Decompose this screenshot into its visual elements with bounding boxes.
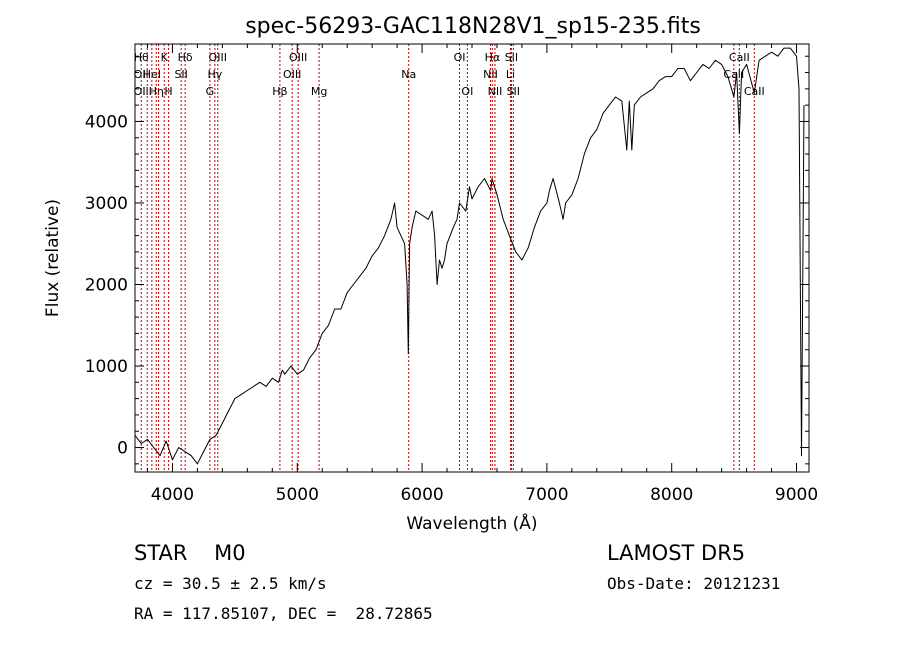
- line-label: OII: [134, 68, 149, 81]
- line-label: Hγ: [207, 68, 222, 81]
- spectrum-series: [134, 47, 805, 465]
- y-tick-label: 0: [117, 439, 128, 459]
- line-label: NII: [483, 68, 498, 81]
- chart-title: spec-56293-GAC118N28V1_sp15-235.fits: [245, 14, 701, 39]
- x-tick-label: 8000: [650, 485, 693, 505]
- line-label: Hβ: [272, 85, 287, 98]
- line-label: NII: [488, 85, 503, 98]
- x-tick-label: 6000: [400, 485, 443, 505]
- survey-name: LAMOST DR5: [607, 541, 746, 565]
- x-tick-label: 4000: [151, 485, 194, 505]
- line-label: OIII: [209, 51, 227, 64]
- spectrum-chart: spec-56293-GAC118N28V1_sp15-235.fits Hθ O…: [43, 14, 818, 534]
- line-label: OIII: [283, 68, 301, 81]
- line-label: Na: [401, 68, 416, 81]
- line-label: G: [206, 85, 215, 98]
- object-class: STAR M0: [134, 541, 246, 565]
- line-label: Hθ: [134, 51, 149, 64]
- y-tick-label: 4000: [85, 112, 128, 132]
- coordinates-readout: RA = 117.85107, DEC = 28.72865: [134, 604, 433, 623]
- x-tick-label: 5000: [276, 485, 319, 505]
- x-tick-label: 7000: [525, 485, 568, 505]
- y-axis-label: Flux (relative): [43, 199, 63, 317]
- y-tick-label: 1000: [85, 357, 128, 377]
- redshift-readout: cz = 30.5 ± 2.5 km/s: [134, 574, 327, 593]
- plot-frame: [134, 43, 810, 473]
- axes: 4000 5000 6000 7000 8000 9000 0 1000 2000 3000 400…: [85, 44, 818, 505]
- y-tick-label: 3000: [85, 194, 128, 214]
- line-label: OI: [454, 51, 466, 64]
- x-axis-label: Wavelength (Å): [406, 512, 537, 534]
- y-tick-label: 2000: [85, 275, 128, 295]
- line-label: CaII: [729, 51, 750, 64]
- spectrum-line: [134, 47, 805, 465]
- line-label: H: [164, 85, 172, 98]
- line-label: OII: [134, 85, 149, 98]
- line-label: K: [161, 51, 169, 64]
- line-label: SII: [507, 85, 520, 98]
- line-label: OIII: [289, 51, 307, 64]
- line-label: SII: [505, 51, 518, 64]
- line-label: SII: [174, 68, 187, 81]
- spectral-line-markers: HθOIIOIIHeIHηKHSIIHδGHγOIIIHβOIIIOIIIMgN…: [134, 44, 765, 472]
- line-label: Mg: [311, 85, 327, 98]
- line-label: Li: [506, 68, 515, 81]
- line-label: Hη: [149, 85, 164, 98]
- line-label: Hδ: [178, 51, 193, 64]
- x-tick-label: 9000: [775, 485, 818, 505]
- line-label: Hα: [485, 51, 501, 64]
- line-label: OI: [461, 85, 473, 98]
- observation-date: Obs-Date: 20121231: [607, 574, 781, 593]
